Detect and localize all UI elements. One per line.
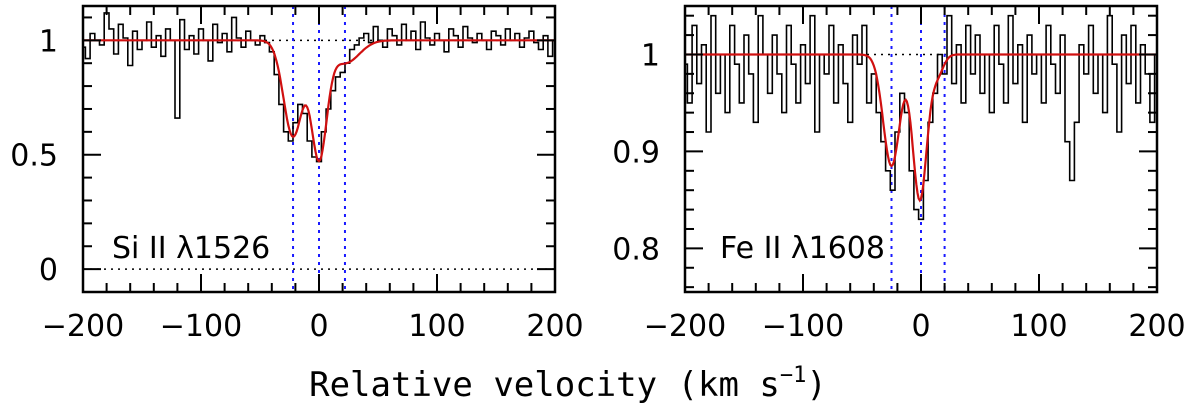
panel-label-lambda: λ	[791, 231, 809, 266]
x-tick-label: 200	[526, 309, 583, 344]
y-tick-label: 0.5	[10, 139, 58, 174]
x-tick-label: 100	[408, 309, 465, 344]
y-tick-label: 0.8	[612, 232, 660, 267]
plot-area	[685, 6, 1157, 292]
fit-curve	[685, 53, 1157, 203]
plot-area	[83, 6, 555, 292]
fit-curve	[83, 39, 555, 163]
x-axis-label-close: )	[806, 365, 826, 405]
panel-label-ion: Fe II	[720, 231, 791, 266]
x-axis-label-main: Relative velocity (km s	[309, 365, 780, 405]
x-axis-label: Relative velocity (km s−1)	[309, 363, 827, 405]
x-tick-label: 200	[1128, 309, 1185, 344]
x-tick-label: −200	[42, 309, 124, 344]
panel-fe-ii-1608: −200 −100 0 100 200 0.8 0.9 1 Fe II λ1608	[612, 4, 1186, 344]
y-tick-label: 1	[641, 38, 660, 73]
x-tick-label: 100	[1010, 309, 1067, 344]
panel-label: Si II λ1526	[112, 231, 270, 266]
x-tick-label: 0	[911, 309, 930, 344]
x-tick-label: −200	[644, 309, 726, 344]
panel-si-ii-1526: −200 −100 0 100 200 0 0.5 1 Si II λ1526	[10, 4, 584, 344]
panel-label-lambda: λ	[176, 231, 194, 266]
y-tick-label: 0.9	[612, 135, 660, 170]
x-tick-label: −100	[160, 309, 242, 344]
panel-label-wavelength: 1608	[809, 231, 885, 266]
panel-label-wavelength: 1526	[194, 231, 270, 266]
panel-label-ion: Si II	[112, 231, 176, 266]
y-tick-label: 0	[39, 253, 58, 288]
spectrum-series	[685, 14, 1157, 221]
x-axis-label-superscript: −1	[780, 363, 807, 388]
panel-label: Fe II λ1608	[720, 231, 885, 266]
y-tick-label: 1	[39, 24, 58, 59]
x-tick-label: 0	[309, 309, 328, 344]
x-tick-label: −100	[762, 309, 844, 344]
